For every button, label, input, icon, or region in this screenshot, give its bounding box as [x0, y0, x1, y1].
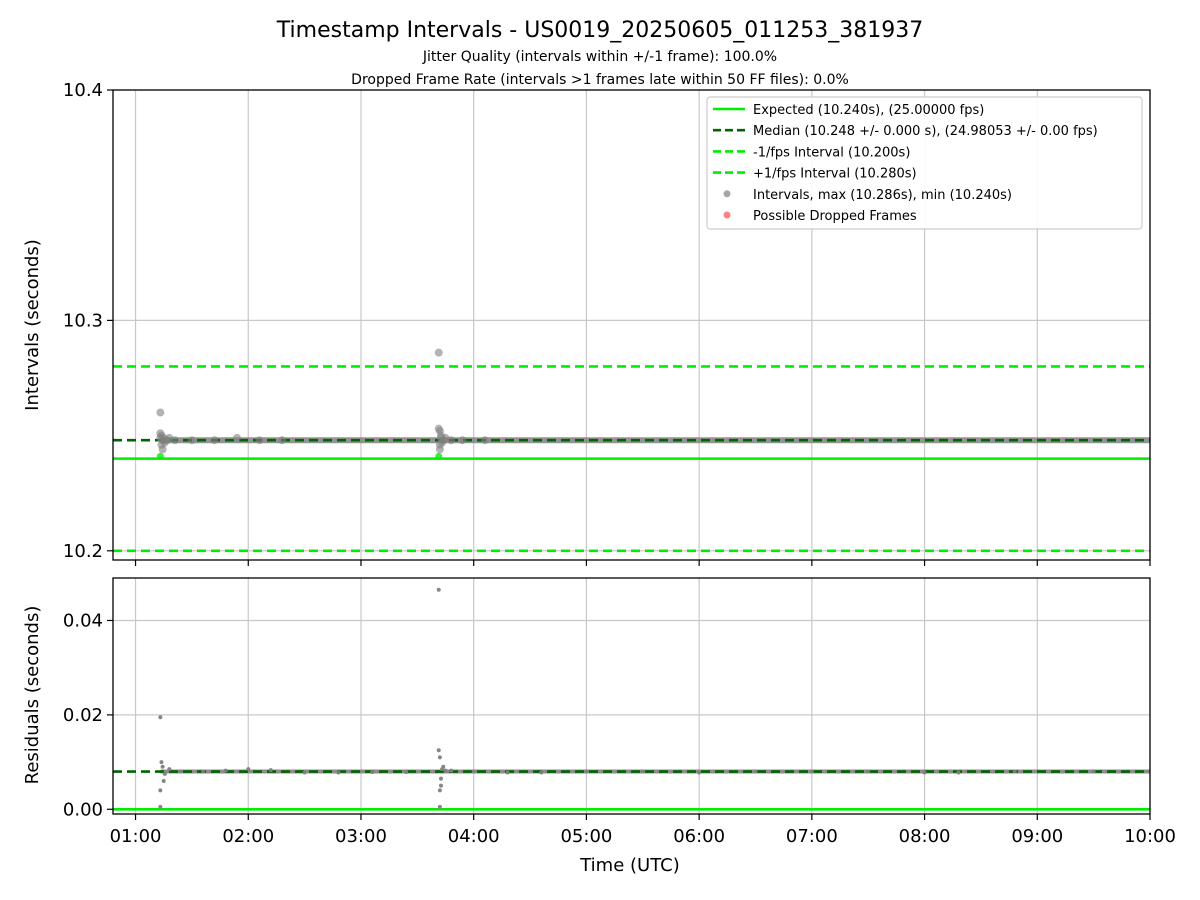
- chart-subtitle-jitter: Jitter Quality (intervals within +/-1 fr…: [422, 49, 777, 65]
- x-axis-label: Time (UTC): [579, 855, 680, 876]
- interval-point: [480, 436, 489, 445]
- residual-point: [161, 778, 166, 783]
- interval-point: [232, 433, 241, 442]
- residual-point: [158, 715, 163, 720]
- legend-entry-label: Intervals, max (10.286s), min (10.240s): [753, 188, 1012, 203]
- residual-point: [441, 764, 446, 769]
- residual-point: [956, 770, 961, 775]
- residual-point: [443, 768, 448, 773]
- residual-point: [223, 768, 228, 773]
- chart-subtitle-dropped: Dropped Frame Rate (intervals >1 frames …: [351, 72, 849, 88]
- residual-point: [505, 770, 510, 775]
- residuals-panel: 0.00 0.02 0.04 01:00 02:00 03:00 04:00 05:00 06:…: [63, 577, 1176, 847]
- residual-point: [809, 769, 814, 774]
- residual-point: [436, 748, 441, 753]
- residual-point: [336, 770, 341, 775]
- residual-point: [404, 769, 409, 774]
- residual-point: [159, 760, 164, 765]
- x-tick-label: 01:00: [110, 826, 162, 847]
- interval-point: [435, 445, 444, 454]
- plot-frame: [112, 89, 1151, 561]
- residual-point: [1091, 769, 1096, 774]
- legend-box: [706, 96, 1143, 230]
- legend-marker-swatch: [723, 211, 731, 219]
- residual-point: [584, 769, 589, 774]
- y-tick-label: 0.02: [63, 705, 103, 726]
- legend-entry-label: +1/fps Interval (10.280s): [753, 167, 917, 182]
- residual-point: [449, 768, 454, 773]
- residual-point: [167, 767, 172, 772]
- residual-point: [178, 769, 183, 774]
- residual-point: [471, 769, 476, 774]
- residual-point: [158, 804, 163, 809]
- interval-point: [278, 436, 287, 445]
- chart-title: Timestamp Intervals - US0019_20250605_01…: [276, 18, 923, 43]
- intervals-panel: 10.2 10.3 10.4 Expected (10.240s), (25.0000…: [63, 80, 1151, 566]
- residual-point: [436, 587, 441, 592]
- x-tick-label: 02:00: [222, 826, 274, 847]
- residual-point: [1012, 769, 1017, 774]
- residual-point: [437, 804, 442, 809]
- residual-point: [302, 770, 307, 775]
- y-tick-label: 0.04: [63, 610, 103, 631]
- y-tick-label: 10.4: [63, 80, 103, 101]
- interval-point: [156, 408, 165, 417]
- legend: Expected (10.240s), (25.00000 fps) Median…: [706, 96, 1143, 230]
- y-tick-label: 10.3: [63, 310, 103, 331]
- interval-point: [158, 445, 167, 454]
- x-tick-label: 05:00: [560, 826, 612, 847]
- interval-point: [458, 436, 467, 445]
- interval-point: [447, 436, 456, 445]
- residual-point: [201, 769, 206, 774]
- legend-marker-swatch: [723, 190, 731, 198]
- residual-point: [866, 769, 871, 774]
- residual-point: [268, 768, 273, 773]
- legend-entry-label: Expected (10.240s), (25.00000 fps): [753, 103, 984, 118]
- interval-point: [170, 436, 179, 445]
- y-tick-label: 10.2: [63, 541, 103, 562]
- top-y-axis-label: Intervals (seconds): [22, 239, 43, 411]
- residual-point: [539, 770, 544, 775]
- residual-point: [697, 770, 702, 775]
- x-tick-label: 06:00: [673, 826, 725, 847]
- interval-point: [434, 348, 443, 357]
- legend-entry-label: Possible Dropped Frames: [753, 209, 917, 224]
- residual-point: [370, 769, 375, 774]
- residual-point: [640, 769, 645, 774]
- y-tick-label: 0.00: [63, 799, 103, 820]
- expected-marker-point: [435, 452, 443, 460]
- residual-point: [437, 788, 442, 793]
- bottom-y-axis-label: Residuals (seconds): [22, 606, 43, 785]
- legend-entry-label: Median (10.248 +/- 0.000 s), (24.98053 +…: [753, 124, 1098, 139]
- x-tick-label: 04:00: [448, 826, 500, 847]
- x-tick-label: 10:00: [1124, 826, 1176, 847]
- residual-point: [162, 771, 167, 776]
- interval-point: [187, 436, 196, 445]
- legend-entry-label: -1/fps Interval (10.200s): [753, 145, 910, 160]
- x-tick-label: 07:00: [786, 826, 838, 847]
- residual-point: [439, 783, 444, 788]
- residual-point: [158, 788, 163, 793]
- residual-point: [922, 770, 927, 775]
- interval-point: [210, 436, 219, 445]
- x-tick-label: 08:00: [899, 826, 951, 847]
- interval-point: [255, 436, 264, 445]
- plot-area: [113, 90, 1150, 560]
- residual-point: [439, 776, 444, 781]
- residual-point: [246, 767, 251, 772]
- x-tick-label: 09:00: [1011, 826, 1063, 847]
- residual-point: [437, 755, 442, 760]
- x-tick-label: 03:00: [335, 826, 387, 847]
- residual-point: [753, 769, 758, 774]
- plot-frame: [112, 577, 1151, 815]
- plot-area: [113, 578, 1150, 814]
- expected-marker-point: [156, 452, 164, 460]
- residual-point: [160, 764, 165, 769]
